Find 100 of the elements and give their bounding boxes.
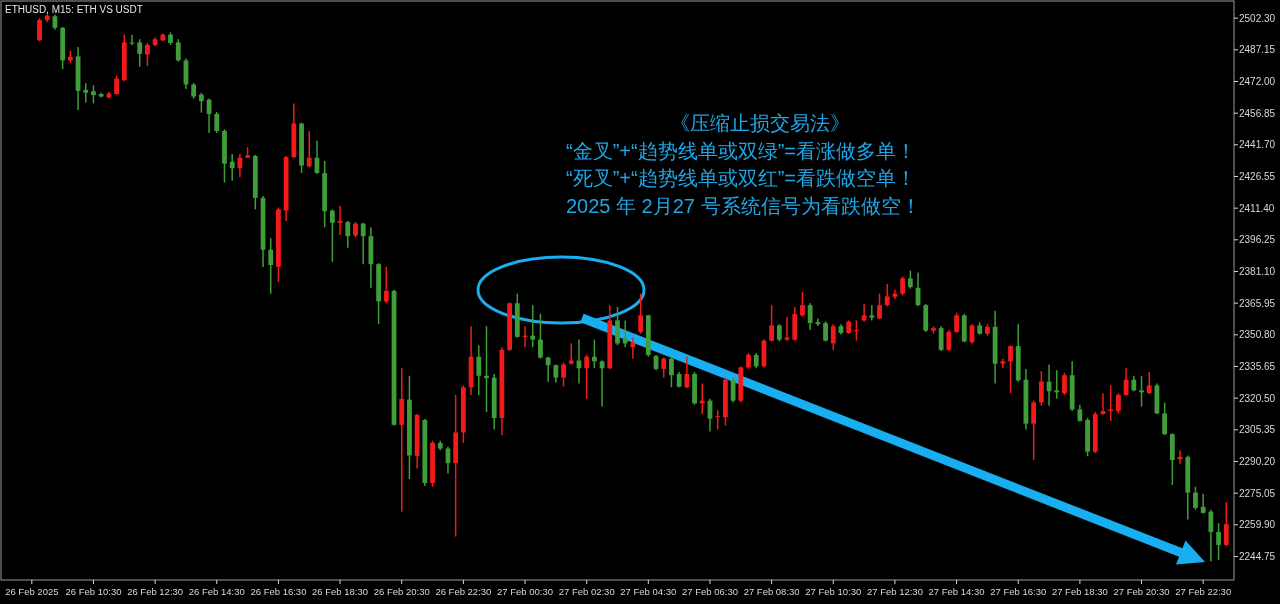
candlestick bbox=[484, 325, 489, 413]
candlestick bbox=[538, 313, 543, 360]
candlestick bbox=[684, 356, 690, 389]
annotation: 《压缩止损交易法》 bbox=[670, 112, 850, 134]
candlestick bbox=[661, 356, 667, 379]
y-tick-label: 2472.00 bbox=[1239, 75, 1276, 87]
candlestick bbox=[561, 361, 566, 388]
y-tick-label: 2381.10 bbox=[1239, 265, 1276, 277]
candlestick bbox=[1054, 369, 1060, 400]
y-tick-label: 2290.20 bbox=[1239, 455, 1276, 467]
candlestick bbox=[1123, 367, 1129, 397]
y-tick-label: 2487.15 bbox=[1239, 44, 1276, 56]
candlestick bbox=[553, 363, 559, 384]
candlestick bbox=[715, 409, 721, 431]
x-tick-label: 26 Feb 2025 bbox=[5, 586, 59, 597]
candlestick bbox=[900, 275, 906, 297]
candlestick bbox=[800, 291, 805, 318]
candlestick bbox=[954, 311, 959, 334]
candlestick bbox=[946, 329, 952, 352]
x-tick-label: 27 Feb 06:30 bbox=[681, 586, 738, 597]
candlestick bbox=[329, 208, 335, 263]
y-tick-label: 2396.25 bbox=[1239, 234, 1276, 246]
candlestick bbox=[1031, 399, 1037, 461]
candlestick bbox=[268, 237, 274, 295]
candlestick bbox=[383, 266, 389, 304]
y-tick-label: 2456.85 bbox=[1239, 107, 1276, 119]
x-tick-label: 26 Feb 16:30 bbox=[250, 586, 307, 597]
candlestick bbox=[869, 304, 875, 322]
x-tick-label: 27 Feb 10:30 bbox=[805, 586, 862, 597]
candlestick bbox=[769, 304, 775, 343]
x-tick-label: 26 Feb 14:30 bbox=[188, 586, 245, 597]
x-tick-label: 26 Feb 20:30 bbox=[373, 586, 430, 597]
x-tick-label: 27 Feb 02:30 bbox=[558, 586, 615, 597]
candlestick bbox=[1008, 344, 1013, 394]
x-tick-label: 27 Feb 12:30 bbox=[866, 586, 923, 597]
x-tick-label: 26 Feb 18:30 bbox=[312, 586, 369, 597]
candlestick bbox=[229, 153, 235, 182]
y-tick-label: 2335.65 bbox=[1239, 360, 1276, 372]
annotation: “死叉”+“趋势线单或双红”=看跌做空单！ bbox=[566, 167, 916, 189]
candlestick bbox=[615, 306, 620, 347]
candlestick bbox=[884, 283, 890, 307]
y-tick-label: 2365.95 bbox=[1239, 297, 1276, 309]
candlestick bbox=[114, 74, 119, 96]
candlestick bbox=[530, 304, 536, 348]
candlestick bbox=[175, 38, 181, 63]
candlestick bbox=[91, 84, 96, 105]
candlestick bbox=[638, 292, 644, 335]
candlestick bbox=[476, 344, 482, 396]
candlestick bbox=[1116, 392, 1121, 415]
candlestick bbox=[360, 222, 366, 265]
x-tick-label: 27 Feb 18:30 bbox=[1051, 586, 1108, 597]
x-tick-label: 27 Feb 04:30 bbox=[620, 586, 677, 597]
y-tick-label: 2320.50 bbox=[1239, 392, 1276, 404]
y-tick-label: 2426.55 bbox=[1239, 170, 1276, 182]
candlestick bbox=[1193, 486, 1198, 511]
x-tick-label: 27 Feb 16:30 bbox=[990, 586, 1047, 597]
y-tick-label: 2411.40 bbox=[1239, 202, 1275, 214]
y-tick-label: 2350.80 bbox=[1239, 329, 1276, 341]
candlestick bbox=[214, 111, 220, 134]
candlestick bbox=[1162, 401, 1168, 436]
candlestick bbox=[584, 354, 590, 400]
x-tick-label: 27 Feb 22:30 bbox=[1175, 586, 1232, 597]
candlestick bbox=[854, 319, 859, 342]
candlestick bbox=[1108, 384, 1114, 422]
y-tick-label: 2275.05 bbox=[1239, 487, 1276, 499]
x-tick-label: 26 Feb 22:30 bbox=[435, 586, 492, 597]
x-tick-label: 27 Feb 08:30 bbox=[743, 586, 800, 597]
candlestick bbox=[1223, 501, 1229, 547]
candlestick bbox=[823, 320, 828, 343]
candlestick bbox=[306, 130, 312, 169]
candlestick bbox=[1038, 370, 1044, 407]
candlestick bbox=[137, 38, 143, 68]
annotation: 2025 年 2月27 号系统信号为看跌做空！ bbox=[566, 194, 921, 217]
y-tick-label: 2502.30 bbox=[1239, 12, 1276, 24]
x-tick-label: 27 Feb 00:30 bbox=[497, 586, 554, 597]
candlestick bbox=[1208, 509, 1214, 563]
annotation: “金叉”+“趋势线单或双绿”=看涨做多单！ bbox=[566, 139, 916, 162]
candlestick bbox=[545, 356, 551, 383]
candlestick bbox=[815, 317, 821, 327]
candlestick bbox=[83, 82, 89, 104]
candlestick bbox=[830, 323, 836, 351]
candlestick bbox=[345, 220, 351, 249]
x-tick-label: 27 Feb 14:30 bbox=[928, 586, 985, 597]
candlestick bbox=[37, 17, 42, 42]
y-tick-label: 2259.90 bbox=[1239, 519, 1276, 531]
y-tick-label: 2305.35 bbox=[1239, 424, 1276, 436]
candlestick bbox=[1146, 371, 1152, 395]
candlestick bbox=[145, 42, 150, 67]
candlestick bbox=[1062, 372, 1067, 396]
x-tick-label: 26 Feb 10:30 bbox=[65, 586, 122, 597]
y-tick-label: 2441.70 bbox=[1239, 139, 1276, 151]
candlestick bbox=[807, 302, 813, 331]
x-tick-label: 27 Feb 20:30 bbox=[1113, 586, 1170, 597]
candlestick bbox=[877, 292, 882, 320]
candlestick bbox=[669, 356, 674, 389]
y-tick-label: 2244.75 bbox=[1239, 550, 1276, 562]
candlestick bbox=[1216, 522, 1221, 561]
candlestick bbox=[1139, 375, 1144, 408]
candlestick bbox=[938, 325, 944, 352]
x-tick-label: 26 Feb 12:30 bbox=[127, 586, 184, 597]
